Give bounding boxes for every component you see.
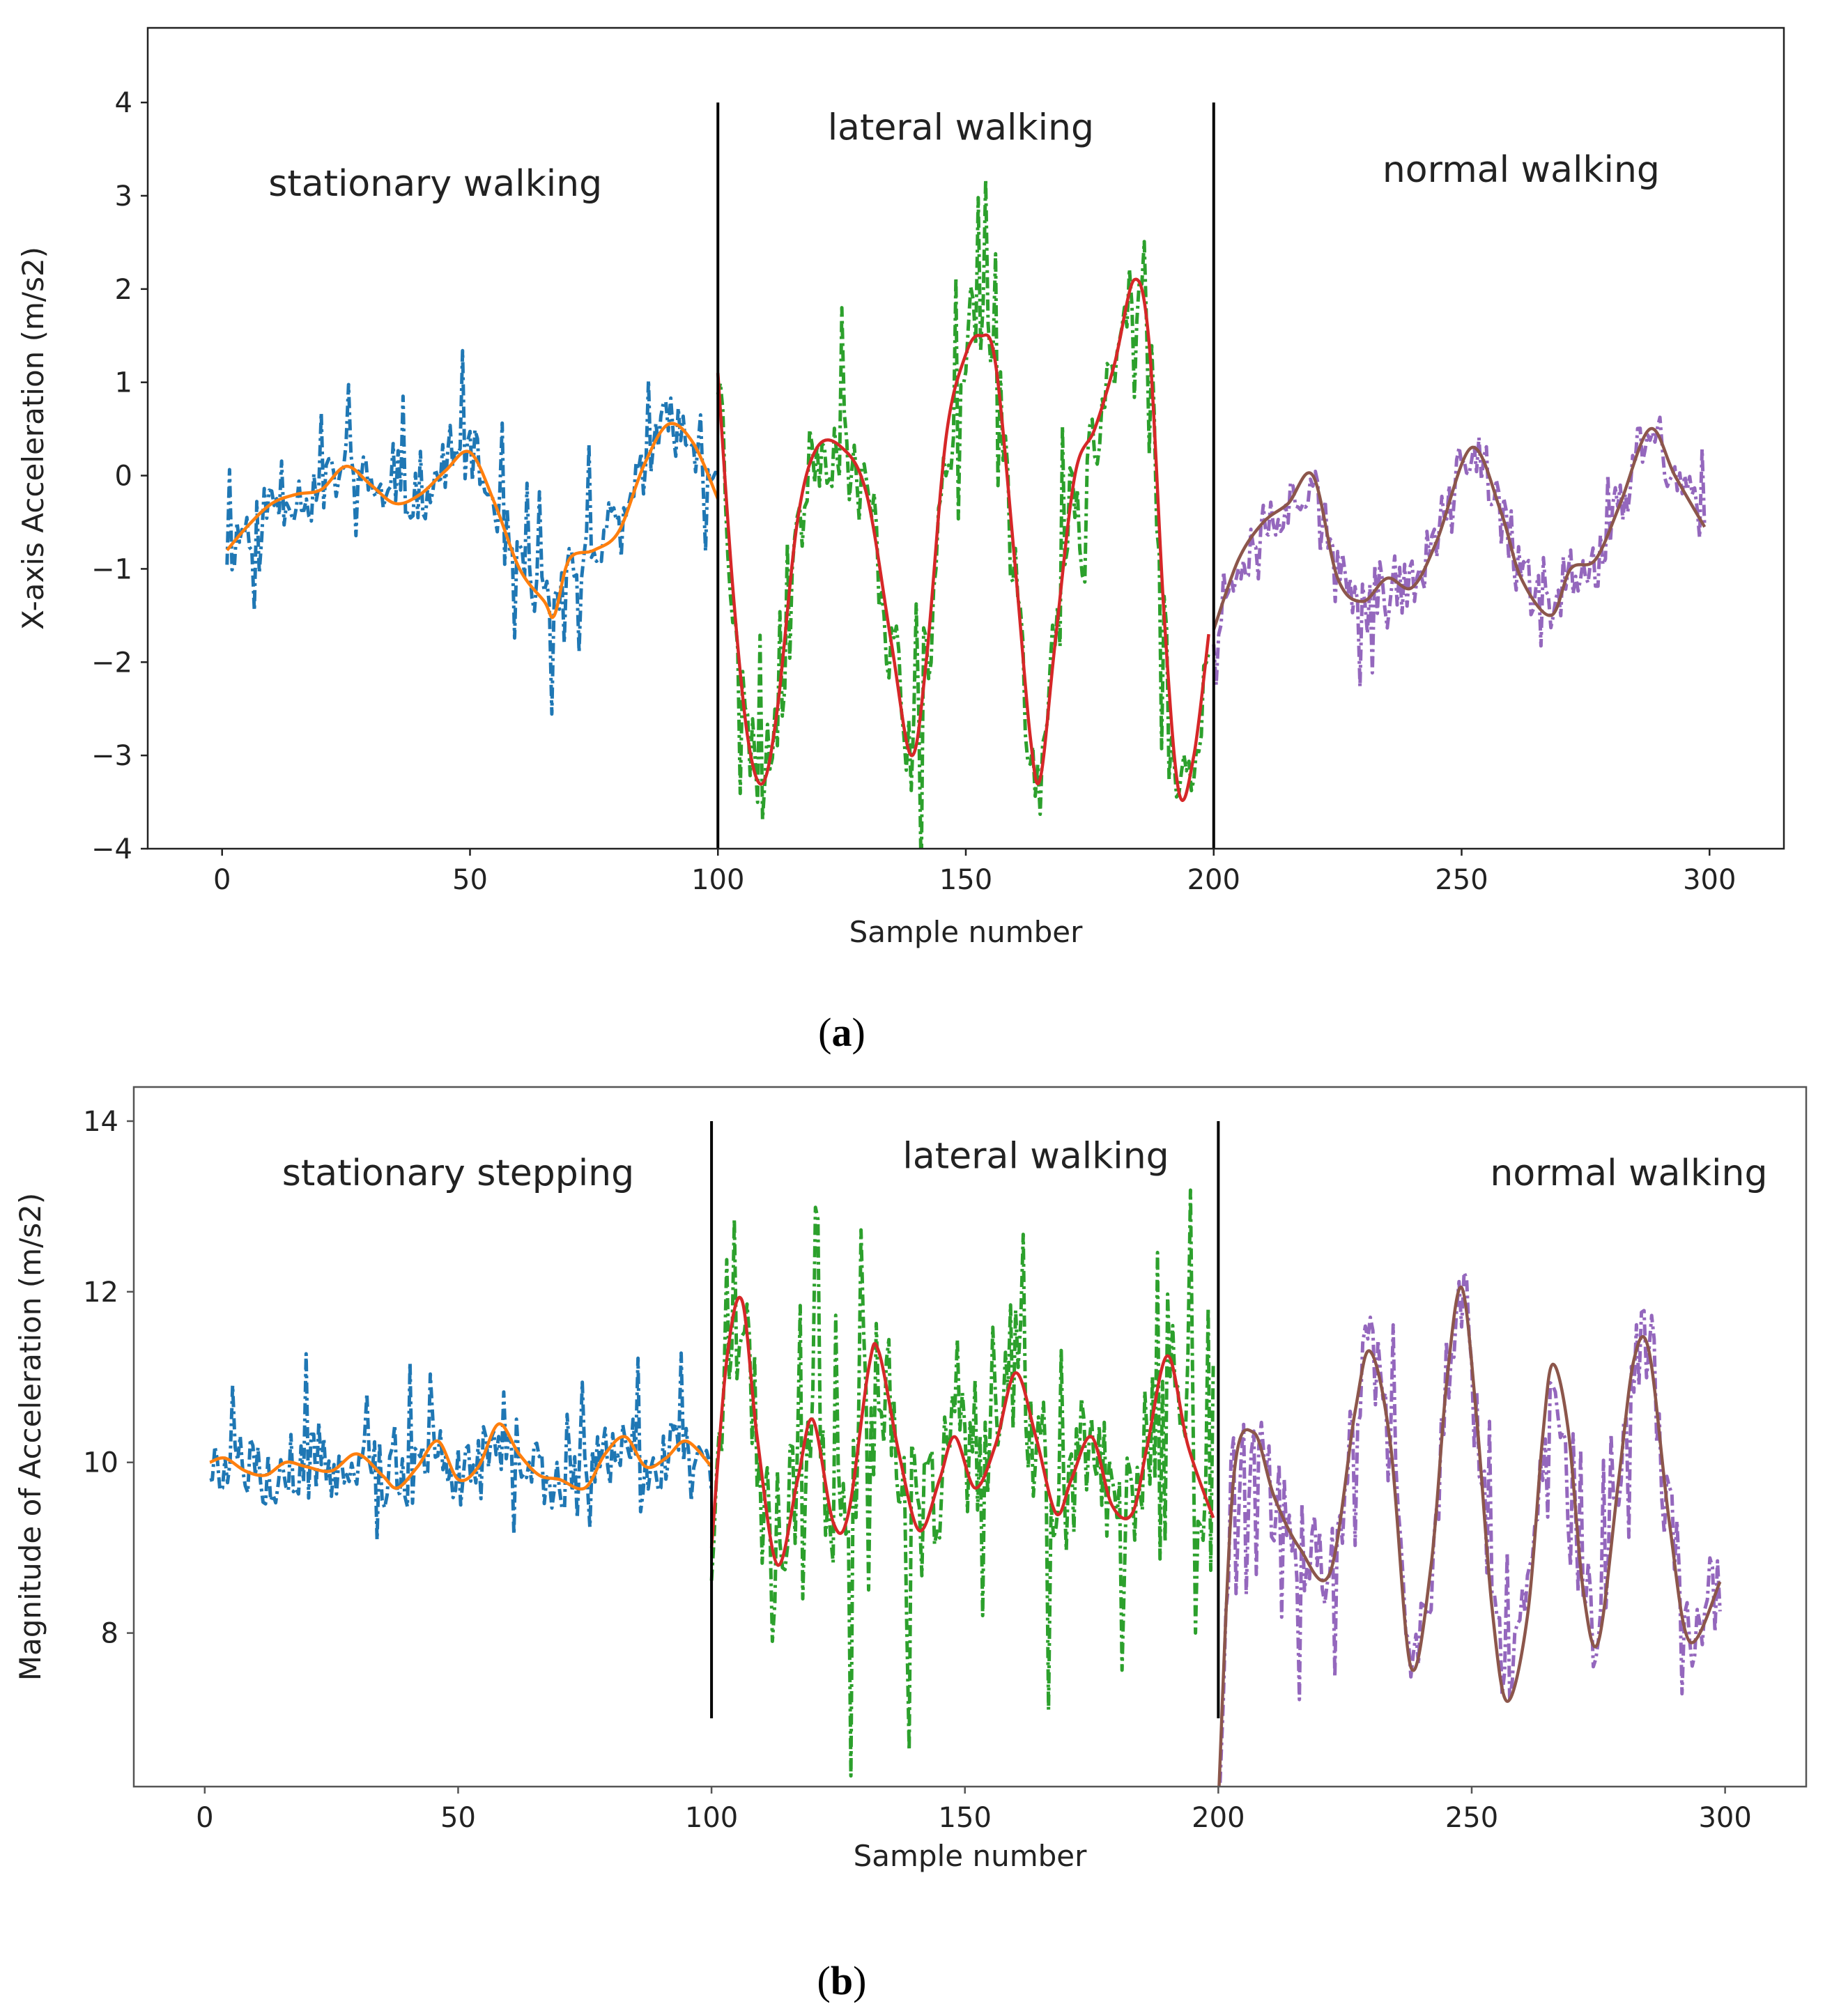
y-tick-label: 8 [101,1618,118,1650]
x-tick-label: 50 [452,864,488,896]
x-tick-label: 250 [1435,864,1488,896]
raw-series-line [709,1188,1215,1778]
raw-series-line [1218,1270,1722,1787]
y-tick-label: 2 [115,274,132,306]
section-annotation: stationary stepping [282,1153,634,1194]
y-tick-label: 4 [115,87,132,119]
raw-series-line [716,178,1211,849]
plot-area [209,1188,1722,1787]
section-annotation: lateral walking [828,107,1094,149]
plot-frame [132,1086,1808,1788]
y-tick-label: 3 [115,180,132,213]
x-tick-label: 150 [939,1802,992,1834]
y-tick-label: 10 [83,1447,118,1479]
section-annotation: normal walking [1490,1153,1767,1194]
x-tick-label: 0 [196,1802,213,1834]
x-tick-label: 0 [213,864,231,896]
section-annotation: stationary walking [268,163,602,205]
x-axis-label: Sample number [854,1839,1087,1873]
section-annotation: lateral walking [902,1135,1169,1177]
plot-area [225,178,1707,849]
y-tick-label: 12 [83,1277,118,1309]
y-axis-label: X-axis Acceleration (m/s2) [16,247,50,630]
x-tick-label: 50 [440,1802,476,1834]
y-tick-label: 1 [115,367,132,399]
x-tick-label: 300 [1683,864,1736,896]
y-axis-label: Magnitude of Acceleration (m/s2) [13,1193,47,1681]
raw-series-line [225,348,718,716]
x-tick-label: 250 [1445,1802,1498,1834]
filtered-series-line [226,422,720,619]
y-tick-label: 14 [83,1106,118,1138]
y-tick-label: −3 [91,740,132,772]
caption-a: (a) [818,1010,865,1055]
y-tick-label: −4 [91,833,132,865]
x-tick-label: 100 [685,1802,738,1834]
chart-panel-a: 0 50 100 150 200 250 300 −4 −3 −2 −1 0 1 2 3 4 Sample nu… [16,26,1785,949]
x-tick-label: 300 [1698,1802,1751,1834]
y-tick-label: 0 [115,461,132,493]
x-tick-label: 100 [691,864,744,896]
chart-panel-b: 0 50 100 150 200 250 300 8 10 12 14 Sample number Ma… [13,1086,1808,1873]
filtered-series-line [1212,426,1707,631]
filtered-series-line [1217,1286,1722,1787]
x-axis-label: Sample number [849,915,1083,949]
section-annotation: normal walking [1383,149,1660,191]
raw-series-line [209,1351,714,1542]
x-tick-label: 200 [1187,864,1240,896]
x-tick-label: 200 [1192,1802,1245,1834]
plot-frame [146,26,1785,850]
caption-b: (b) [817,1958,867,2003]
filtered-series-line [209,1422,713,1491]
y-tick-label: −2 [91,647,132,679]
filtered-series-line [716,277,1210,803]
x-tick-label: 150 [939,864,992,896]
y-tick-label: −1 [91,553,132,585]
filtered-series-line [709,1295,1215,1567]
